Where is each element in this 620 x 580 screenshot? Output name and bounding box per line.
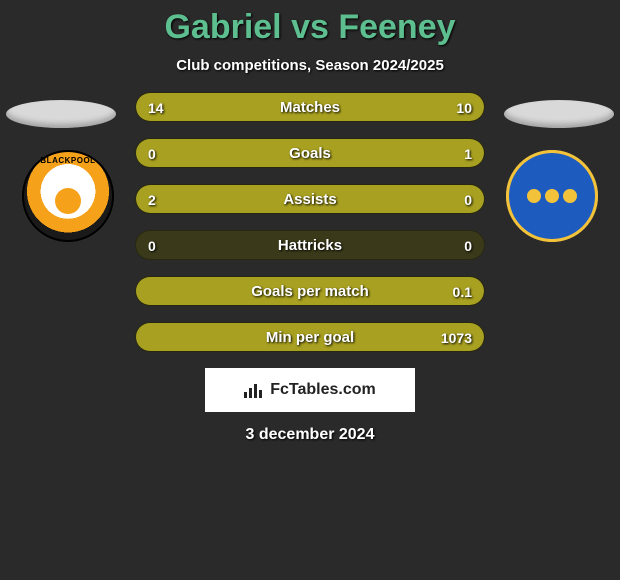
stat-value-right: 0: [464, 231, 472, 260]
stat-value-right: 1: [464, 139, 472, 168]
attribution-text: FcTables.com: [270, 381, 376, 399]
comparison-subtitle: Club competitions, Season 2024/2025: [0, 57, 620, 74]
attribution-badge: FcTables.com: [205, 368, 415, 412]
lion-icon: [527, 189, 541, 203]
comparison-arena: BLACKPOOL 14Matches100Goals12Assists00Ha…: [0, 92, 620, 352]
club-crest-right: [506, 150, 598, 242]
stat-row: 2Assists0: [135, 184, 485, 214]
stat-row: 0Goals1: [135, 138, 485, 168]
chart-icon: [244, 382, 264, 398]
stat-label: Min per goal: [136, 323, 484, 352]
snapshot-date: 3 december 2024: [0, 426, 620, 444]
stat-value-right: 0.1: [453, 277, 472, 306]
player-right-oval: [504, 100, 614, 128]
lion-icon: [563, 189, 577, 203]
club-crest-left: BLACKPOOL: [22, 150, 114, 242]
stat-label: Goals per match: [136, 277, 484, 306]
stat-bars-container: 14Matches100Goals12Assists00Hattricks0Go…: [135, 92, 485, 352]
stat-row: 0Hattricks0: [135, 230, 485, 260]
stat-value-right: 1073: [441, 323, 472, 352]
stat-value-right: 10: [456, 93, 472, 122]
stat-row: Min per goal1073: [135, 322, 485, 352]
stat-row: 14Matches10: [135, 92, 485, 122]
comparison-title: Gabriel vs Feeney: [0, 0, 620, 47]
stat-label: Assists: [136, 185, 484, 214]
lion-icon: [545, 189, 559, 203]
stat-value-right: 0: [464, 185, 472, 214]
player-left-oval: [6, 100, 116, 128]
stat-label: Goals: [136, 139, 484, 168]
crest-right-inner: [525, 189, 579, 203]
crest-left-label: BLACKPOOL: [40, 156, 95, 165]
stat-row: Goals per match0.1: [135, 276, 485, 306]
stat-label: Hattricks: [136, 231, 484, 260]
stat-label: Matches: [136, 93, 484, 122]
